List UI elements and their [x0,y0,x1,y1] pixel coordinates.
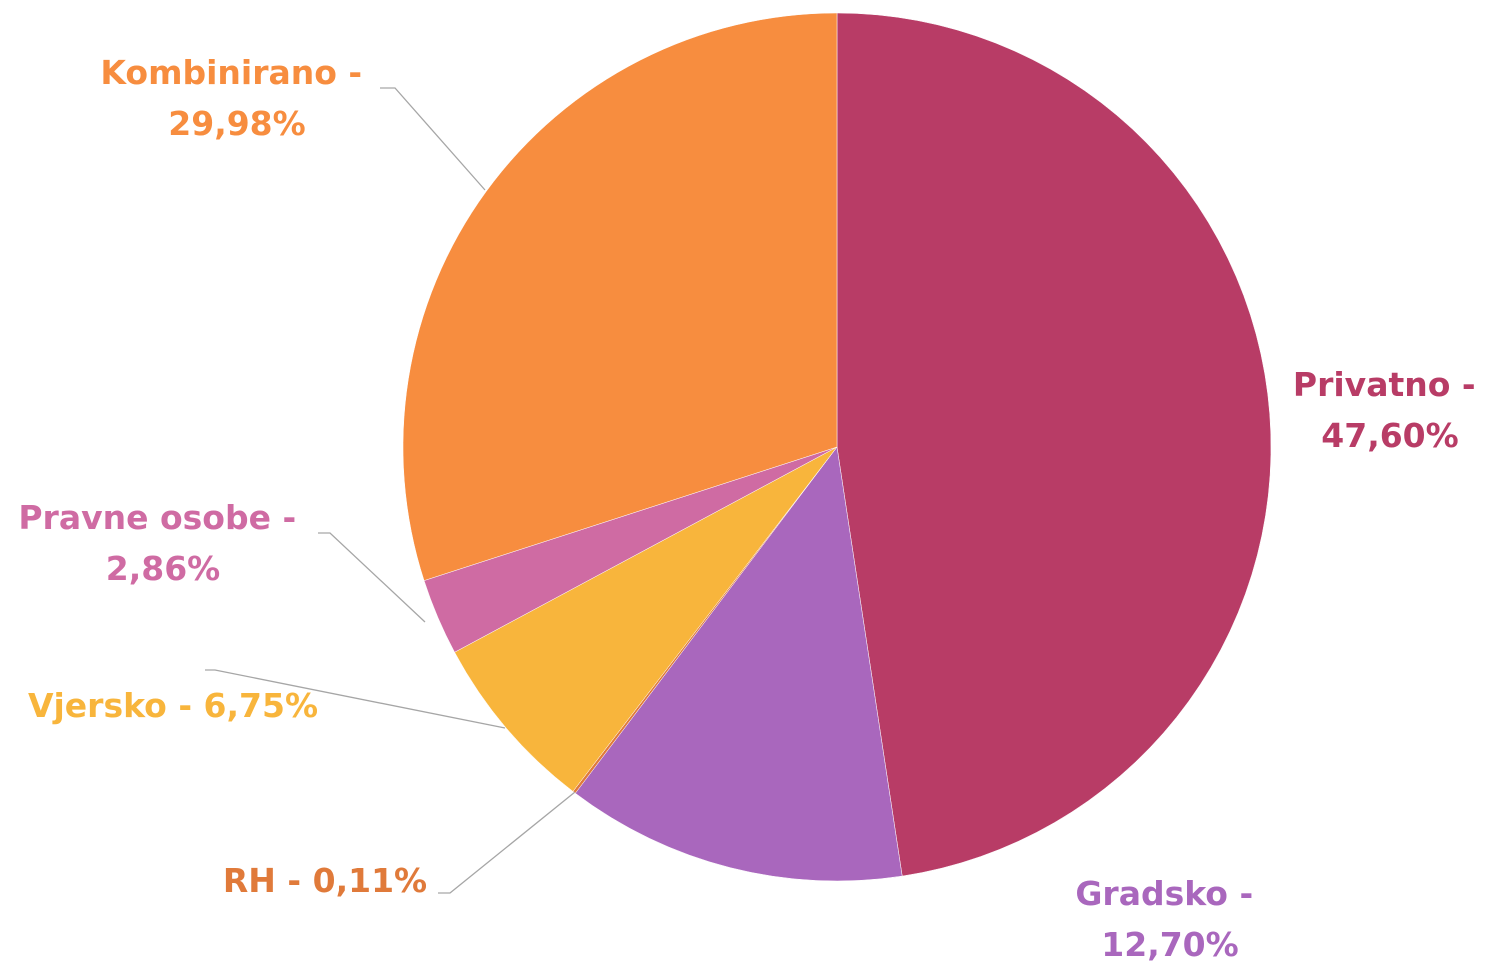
data-label: Pravne osobe - 2,86% [18,498,307,588]
data-label: Vjersko - 6,75% [28,686,318,725]
label-value: 6,75% [204,686,319,725]
label-value: 12,70% [1101,925,1238,964]
pie-slice [402,12,838,581]
label-value: 29,98% [168,104,305,143]
data-label: Kombinirano - 29,98% [100,53,373,143]
leader-line [318,532,426,623]
leader-line [205,669,506,729]
label-value: 47,60% [1321,416,1458,455]
leader-line [380,87,486,191]
pie-slice [454,446,838,792]
leader-line [438,791,576,894]
label-separator: - [1228,874,1265,913]
label-category: Vjersko [28,686,167,725]
label-category: Kombinirano [100,53,337,92]
label-value: 0,11% [313,861,428,900]
data-label: RH - 0,11% [223,861,427,900]
label-value: 2,86% [106,549,221,588]
label-category: Pravne osobe [18,498,271,537]
data-label: Privatno - 47,60% [1293,365,1487,455]
label-separator: - [1450,365,1487,404]
label-category: RH [223,861,276,900]
label-category: Privatno [1293,365,1451,404]
pie-slice [836,12,1272,877]
label-separator: - [271,498,308,537]
data-label: Gradsko - 12,70% [1075,874,1264,964]
pie-slice [574,446,903,882]
label-separator: - [276,861,313,900]
label-separator: - [167,686,204,725]
label-separator: - [337,53,374,92]
label-category: Gradsko [1075,874,1228,913]
